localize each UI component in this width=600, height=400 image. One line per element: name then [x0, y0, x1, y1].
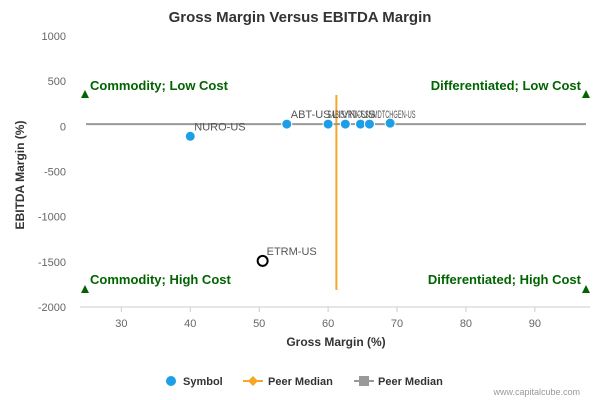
data-point-label: LIVN-US: [332, 109, 375, 121]
legend-item-peer-median-vertical[interactable]: Peer Median: [243, 376, 333, 388]
legend-peer-median-horizontal-square: [359, 376, 369, 386]
legend-peer-median-vertical-diamond: [248, 376, 258, 386]
data-point-label: ABT-US: [291, 109, 331, 121]
y-tick-label: 500: [48, 76, 66, 88]
data-point[interactable]: [363, 118, 375, 130]
quadrant-triangle-marker: [81, 285, 89, 293]
cluster-label: SABISYRTICSSNMDTCHGEN-US: [328, 109, 416, 121]
y-tick-label: 1000: [42, 31, 66, 43]
quadrant-top-left-label: Commodity; Low Cost: [90, 78, 229, 93]
chart-title: Gross Margin Versus EBITDA Margin: [169, 9, 432, 26]
y-tick-label: -1500: [38, 257, 66, 269]
legend-peer-median-vertical-label: Peer Median: [268, 376, 333, 388]
legend-item-symbol[interactable]: Symbol: [166, 376, 223, 388]
quadrant-bottom-left-label: Commodity; High Cost: [90, 272, 231, 287]
data-point[interactable]: [339, 118, 351, 130]
x-axis-ticks: 30 40 50 60 70 80 90: [115, 307, 541, 330]
y-tick-label: -1000: [38, 212, 66, 224]
y-tick-label: -2000: [38, 302, 66, 314]
x-tick-label: 80: [460, 318, 472, 330]
data-point[interactable]: [384, 117, 396, 129]
quadrant-triangle-marker: [81, 90, 89, 98]
data-point-label: ETRM-US: [267, 246, 317, 258]
legend-symbol-marker: [166, 376, 176, 386]
data-point-label: NURO-US: [194, 121, 245, 133]
x-axis-title: Gross Margin (%): [286, 335, 385, 349]
x-tick-label: 40: [184, 318, 196, 330]
data-point[interactable]: [184, 130, 196, 142]
y-axis-title: EBITDA Margin (%): [13, 121, 27, 230]
x-tick-label: 50: [253, 318, 265, 330]
data-point[interactable]: [281, 118, 293, 130]
data-point-hollow[interactable]: [256, 254, 269, 267]
legend: Symbol Peer Median Peer Median: [166, 376, 443, 388]
quadrant-triangle-marker: [582, 285, 590, 293]
legend-symbol-label: Symbol: [183, 376, 223, 388]
y-tick-label: 0: [60, 121, 66, 133]
x-tick-label: 90: [529, 318, 541, 330]
legend-peer-median-horizontal-label: Peer Median: [378, 376, 443, 388]
data-point-labels: NURO-US ABT-US LIVN-US ETRM-US SABISYRTICSSN…: [194, 109, 415, 258]
data-point[interactable]: [322, 118, 334, 130]
quadrant-top-right-label: Differentiated; Low Cost: [431, 78, 582, 93]
x-tick-label: 70: [391, 318, 403, 330]
quadrant-triangle-marker: [582, 90, 590, 98]
quadrant-labels: Commodity; Low Cost Differentiated; Low …: [90, 78, 582, 287]
legend-item-peer-median-horizontal[interactable]: Peer Median: [354, 376, 443, 388]
y-axis-ticks: 1000 500 0 -500 -1000 -1500 -2000: [38, 31, 66, 314]
quadrant-bottom-right-label: Differentiated; High Cost: [428, 272, 582, 287]
data-points: [184, 117, 396, 267]
y-tick-label: -500: [44, 167, 66, 179]
plot-area: [80, 90, 590, 308]
credit-text[interactable]: www.capitalcube.com: [492, 387, 580, 397]
x-tick-label: 30: [115, 318, 127, 330]
x-tick-label: 60: [322, 318, 334, 330]
